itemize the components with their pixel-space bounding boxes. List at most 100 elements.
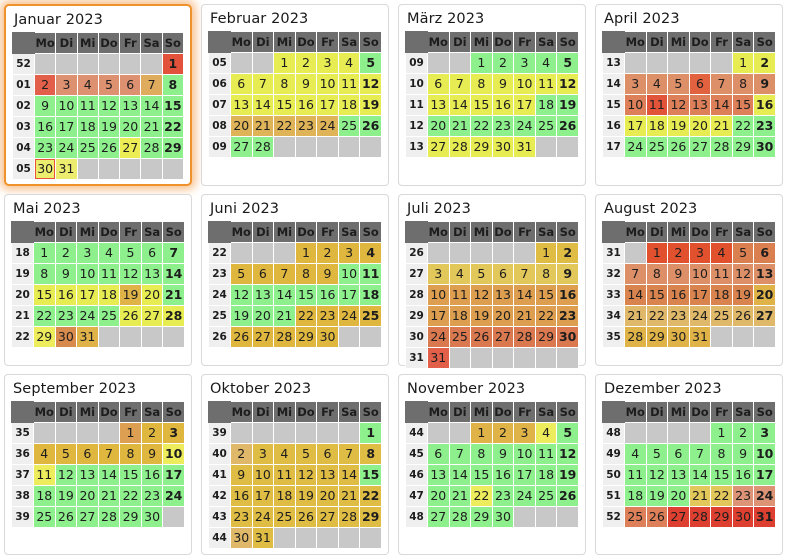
day-cell[interactable]: 30 — [491, 136, 515, 158]
day-cell[interactable]: 24 — [427, 326, 450, 348]
day-cell[interactable]: 14 — [513, 284, 536, 306]
day-cell[interactable]: 24 — [513, 115, 536, 137]
day-cell[interactable]: 13 — [76, 464, 99, 486]
day-cell[interactable]: 8 — [33, 263, 56, 285]
day-cell[interactable]: 23 — [667, 305, 690, 327]
day-cell[interactable]: 8 — [273, 73, 296, 95]
day-cell[interactable]: 3 — [251, 443, 275, 465]
day-cell[interactable]: 11 — [33, 464, 56, 486]
day-cell[interactable]: 21 — [448, 485, 472, 507]
day-cell[interactable]: 8 — [119, 443, 142, 465]
day-cell[interactable]: 1 — [534, 242, 558, 264]
day-cell[interactable]: 30 — [667, 326, 690, 348]
day-cell[interactable]: 27 — [491, 326, 515, 348]
day-cell[interactable]: 12 — [667, 94, 690, 116]
day-cell[interactable]: 3 — [162, 422, 185, 444]
day-cell[interactable]: 25 — [76, 137, 99, 159]
day-cell[interactable]: 27 — [688, 136, 712, 158]
day-cell[interactable]: 18 — [534, 94, 558, 116]
day-cell[interactable]: 10 — [251, 464, 275, 486]
day-cell[interactable]: 20 — [230, 115, 253, 137]
day-cell[interactable]: 18 — [645, 115, 669, 137]
day-cell[interactable]: 21 — [273, 305, 296, 327]
day-cell[interactable]: 23 — [316, 305, 339, 327]
day-cell[interactable]: 31 — [513, 136, 536, 158]
day-cell[interactable]: 18 — [534, 464, 558, 486]
day-cell[interactable]: 4 — [359, 242, 382, 264]
day-cell[interactable]: 8 — [470, 443, 493, 465]
day-cell[interactable]: 3 — [688, 242, 712, 264]
day-cell[interactable]: 12 — [119, 263, 142, 285]
day-cell[interactable]: 2 — [294, 52, 318, 74]
day-cell[interactable]: 6 — [753, 242, 776, 264]
day-cell[interactable]: 3 — [753, 422, 776, 444]
day-cell[interactable]: 2 — [731, 422, 755, 444]
day-cell-today[interactable]: 30 — [33, 158, 57, 180]
day-cell[interactable]: 17 — [316, 94, 339, 116]
day-cell[interactable]: 14 — [448, 94, 472, 116]
day-cell[interactable]: 11 — [710, 263, 733, 285]
day-cell[interactable]: 11 — [534, 73, 558, 95]
day-cell[interactable]: 23 — [491, 485, 515, 507]
day-cell[interactable]: 7 — [688, 443, 712, 465]
day-cell[interactable]: 4 — [645, 73, 669, 95]
day-cell[interactable]: 28 — [710, 136, 733, 158]
day-cell[interactable]: 17 — [753, 464, 776, 486]
day-cell[interactable]: 13 — [753, 263, 776, 285]
day-cell[interactable]: 14 — [162, 263, 185, 285]
month-card[interactable]: Juni 2023 Mo Di Mi Do Fr Sa So 22 1 2 3 4 23 5 6 7 8 9 10 11… — [201, 194, 389, 366]
day-cell[interactable]: 9 — [33, 95, 57, 117]
day-cell[interactable]: 16 — [491, 94, 515, 116]
day-cell[interactable]: 18 — [97, 284, 121, 306]
day-cell[interactable]: 7 — [162, 242, 185, 264]
day-cell[interactable]: 22 — [470, 485, 493, 507]
day-cell[interactable]: 4 — [33, 443, 56, 465]
day-cell[interactable]: 13 — [119, 95, 142, 117]
day-cell[interactable]: 4 — [448, 263, 472, 285]
day-cell[interactable]: 16 — [294, 94, 318, 116]
day-cell[interactable]: 14 — [140, 95, 163, 117]
day-cell[interactable]: 6 — [491, 263, 515, 285]
day-cell[interactable]: 4 — [534, 422, 558, 444]
day-cell[interactable]: 16 — [753, 94, 776, 116]
day-cell[interactable]: 24 — [624, 136, 647, 158]
day-cell[interactable]: 27 — [119, 137, 142, 159]
day-cell[interactable]: 24 — [55, 137, 78, 159]
day-cell[interactable]: 25 — [710, 305, 733, 327]
day-cell[interactable]: 23 — [140, 485, 164, 507]
day-cell[interactable]: 5 — [119, 242, 142, 264]
day-cell[interactable]: 7 — [624, 263, 647, 285]
day-cell[interactable]: 26 — [556, 115, 579, 137]
day-cell[interactable]: 16 — [556, 284, 579, 306]
day-cell[interactable]: 5 — [359, 52, 382, 74]
day-cell[interactable]: 1 — [161, 53, 185, 75]
day-cell[interactable]: 15 — [470, 464, 493, 486]
month-card[interactable]: Februar 2023 Mo Di Mi Do Fr Sa So 05 1 2 3 4 5 06 6 7 8 9 1… — [201, 4, 389, 186]
day-cell[interactable]: 30 — [316, 326, 339, 348]
day-cell[interactable]: 30 — [731, 506, 755, 528]
day-cell[interactable]: 21 — [513, 305, 536, 327]
day-cell[interactable]: 9 — [230, 464, 253, 486]
day-cell[interactable]: 21 — [710, 115, 733, 137]
day-cell[interactable]: 29 — [710, 506, 733, 528]
day-cell[interactable]: 13 — [230, 94, 253, 116]
day-cell[interactable]: 17 — [688, 284, 712, 306]
day-cell[interactable]: 12 — [470, 284, 493, 306]
day-cell[interactable]: 14 — [688, 464, 712, 486]
day-cell[interactable]: 16 — [140, 464, 164, 486]
day-cell[interactable]: 2 — [753, 52, 776, 74]
day-cell[interactable]: 1 — [33, 242, 56, 264]
day-cell[interactable]: 3 — [427, 263, 450, 285]
day-cell[interactable]: 19 — [556, 94, 579, 116]
day-cell[interactable]: 2 — [316, 242, 339, 264]
day-cell[interactable]: 10 — [513, 73, 536, 95]
day-cell[interactable]: 21 — [97, 485, 121, 507]
day-cell[interactable]: 10 — [513, 443, 536, 465]
day-cell[interactable]: 6 — [76, 443, 99, 465]
day-cell[interactable]: 17 — [337, 284, 361, 306]
day-cell[interactable]: 3 — [337, 242, 361, 264]
day-cell[interactable]: 6 — [427, 73, 450, 95]
day-cell[interactable]: 7 — [448, 73, 472, 95]
day-cell[interactable]: 18 — [337, 94, 361, 116]
day-cell[interactable]: 29 — [161, 137, 185, 159]
